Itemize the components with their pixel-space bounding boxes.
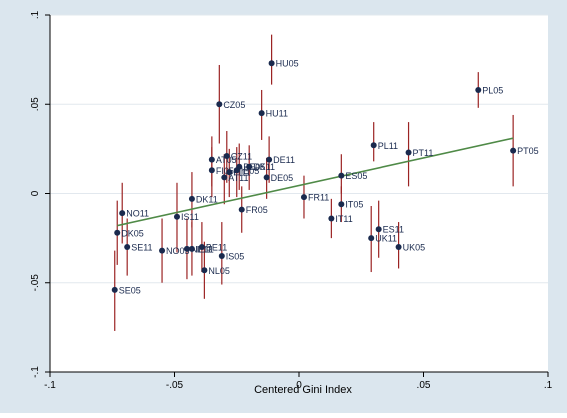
point-label-dk11: DK11 [253, 162, 275, 172]
point-no11 [119, 210, 126, 217]
point-label-pt11: PT11 [413, 148, 434, 158]
point-it11 [328, 215, 335, 222]
y-tick-label: -.1 [30, 366, 41, 378]
point-label-be11: BE11 [206, 243, 227, 253]
point-is05 [218, 252, 225, 259]
point-label-pl11: PL11 [378, 141, 398, 151]
point-label-be05: BE05 [243, 162, 265, 172]
point-label-fi05: FI05 [216, 166, 234, 176]
point-at11 [221, 174, 228, 181]
point-pl05 [475, 86, 482, 93]
point-label-es11: ES11 [383, 225, 404, 235]
point-fi11 [226, 169, 233, 176]
point-label-no05: NO05 [166, 246, 190, 256]
point-nl11 [183, 245, 190, 252]
point-dk11 [246, 163, 253, 170]
x-axis-title: Centered Gini Index [254, 384, 352, 396]
point-dk05 [114, 229, 121, 236]
point-fr05 [238, 206, 245, 213]
point-es05 [338, 172, 345, 179]
point-label-dk11: DK11 [196, 194, 218, 204]
point-label-hu11: HU11 [266, 109, 288, 119]
x-tick-label: .1 [544, 380, 553, 391]
data-points [111, 60, 517, 293]
point-pt05 [510, 147, 517, 154]
x-tick-label: 0 [296, 380, 302, 391]
point-label-pl05: PL05 [482, 85, 503, 95]
point-label-fr11: FR11 [308, 193, 329, 203]
x-tick-label: -.1 [44, 380, 56, 391]
point-label-uk05: UK05 [403, 243, 426, 253]
y-tick-label: .1 [30, 10, 41, 19]
point-label-nl11: NL11 [191, 244, 212, 254]
point-label-es05: ES05 [345, 171, 367, 181]
point-uk05 [395, 244, 402, 251]
point-label-no11: NO11 [126, 209, 149, 219]
y-tick-label: .05 [30, 97, 41, 111]
point-cz11 [223, 153, 230, 160]
point-pt11 [405, 149, 412, 156]
point-uk11 [368, 235, 375, 242]
fit-line [117, 137, 514, 227]
point-nl05 [201, 267, 208, 274]
point-label-cz11: CZ11 [231, 152, 252, 162]
x-tick-label: .05 [417, 380, 431, 391]
point-de05 [263, 174, 270, 181]
point-label-fi11: FI11 [233, 168, 250, 178]
point-label-de11: DE11 [273, 155, 295, 165]
point-label-se05: SE05 [119, 285, 141, 295]
point-it05 [338, 201, 345, 208]
point-label-at05: AT05 [216, 155, 237, 165]
point-fi05 [208, 167, 215, 174]
point-ie05 [233, 167, 240, 174]
point-label-it11: IT11 [335, 214, 352, 224]
point-fr11 [300, 194, 307, 201]
point-label-pt05: PT05 [517, 146, 539, 156]
point-label-is11: IS11 [181, 212, 199, 222]
point-label-uk11: UK11 [375, 234, 397, 244]
point-no05 [159, 247, 166, 254]
axes: -.1 -.05 0 .05 .1 -.1 -.05 0 .05 .1 [30, 10, 553, 391]
y-tick-label: 0 [30, 190, 41, 196]
point-se11 [124, 244, 131, 251]
point-label-dk05: DK05 [121, 228, 144, 238]
point-label-ie11: IE11 [196, 244, 214, 254]
point-pl11 [370, 142, 377, 149]
point-label-is05: IS05 [226, 251, 245, 261]
point-label-nl05: NL05 [208, 266, 230, 276]
x-tick-label: -.05 [166, 380, 184, 391]
point-ie11 [188, 245, 195, 252]
point-se05 [111, 286, 118, 293]
point-hu11 [258, 110, 265, 117]
point-es11 [375, 226, 382, 233]
point-label-fr05: FR05 [246, 205, 268, 215]
point-label-hu05: HU05 [276, 59, 299, 69]
y-tick-label: -.05 [30, 274, 41, 292]
point-label-at11: AT11 [228, 173, 248, 183]
point-hu05 [268, 60, 275, 67]
point-at05 [208, 156, 215, 163]
point-dk11 [188, 195, 195, 202]
point-label-cz05: CZ05 [223, 100, 245, 110]
point-label-ie05: IE05 [241, 166, 260, 176]
point-is11 [173, 213, 180, 220]
point-de11 [266, 156, 273, 163]
point-be11 [198, 244, 205, 251]
point-label-se11: SE11 [131, 243, 152, 253]
point-label-de05: DE05 [271, 173, 294, 183]
point-cz05 [216, 101, 223, 108]
point-label-it05: IT05 [345, 200, 363, 210]
